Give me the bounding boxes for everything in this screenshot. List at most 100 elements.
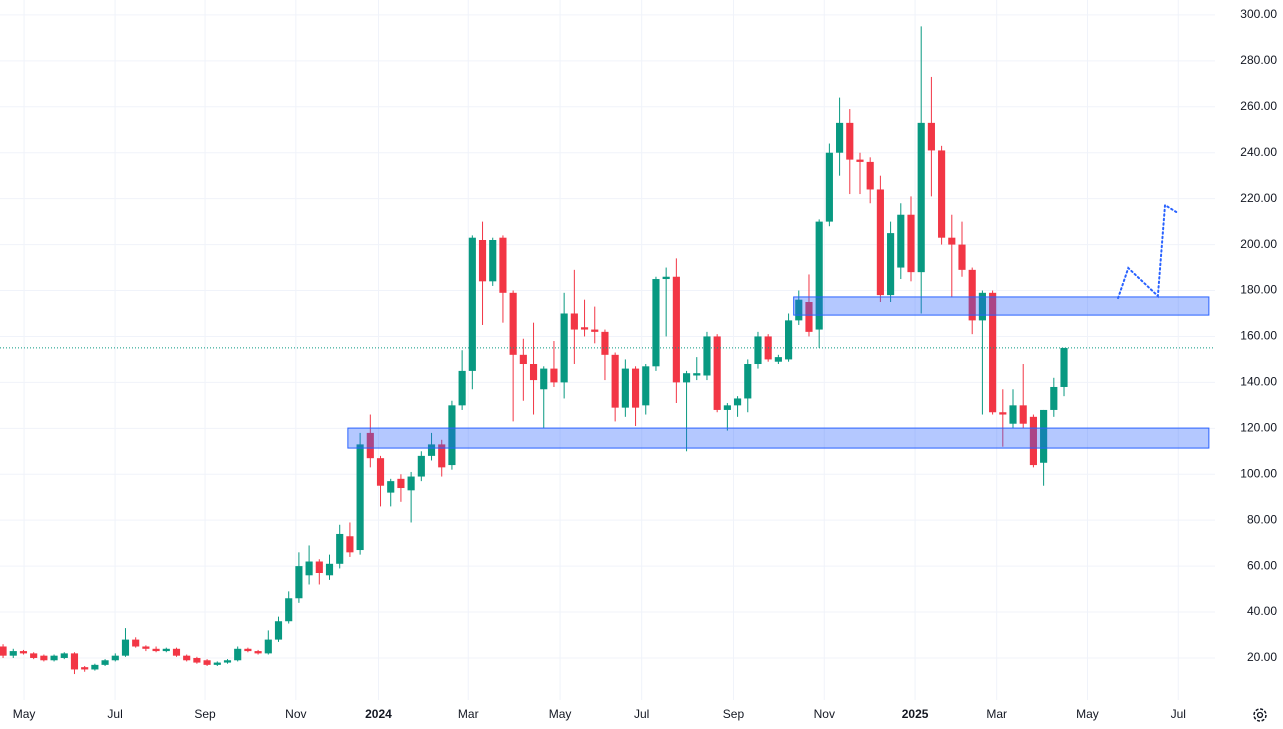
candle-body (897, 214, 905, 268)
candle-body (325, 563, 334, 576)
candle-body (285, 598, 293, 622)
y-tick-label: 60.00 (1247, 558, 1277, 572)
candle-body (509, 292, 517, 355)
x-tick-label: Jul (107, 707, 122, 721)
candle-body (427, 444, 436, 456)
candle-body (336, 533, 344, 564)
candle-body (774, 357, 782, 362)
candle-body (60, 653, 68, 658)
x-tick-label: Nov (814, 707, 835, 721)
candle-body (693, 373, 701, 376)
candle-body (0, 646, 7, 656)
candle-body (234, 648, 242, 661)
candle-body (142, 646, 150, 649)
y-tick-label: 200.00 (1240, 237, 1277, 251)
y-tick-label: 300.00 (1240, 7, 1277, 21)
settings-icon[interactable] (1253, 708, 1267, 722)
zone (793, 296, 1210, 316)
candle-body (1040, 409, 1048, 463)
candle-body (795, 299, 803, 321)
candle-body (458, 370, 466, 406)
x-tick-label: Mar (458, 707, 479, 721)
candle-body (815, 221, 823, 330)
gear-outer[interactable] (1253, 708, 1267, 722)
y-tick-label: 20.00 (1247, 650, 1277, 664)
y-tick-label: 220.00 (1240, 191, 1277, 205)
candle-body (111, 655, 119, 661)
candle-body (172, 648, 181, 656)
candle-body (478, 239, 487, 282)
candle-body (907, 214, 915, 273)
candle-body (550, 368, 558, 383)
x-tick-label: 2025 (902, 707, 929, 721)
candle-body (958, 244, 966, 270)
candle-body (723, 405, 731, 410)
candle-body (876, 189, 884, 296)
candle-body (101, 660, 109, 665)
candle-body (989, 292, 997, 413)
candle-body (1050, 386, 1058, 410)
candle-body (733, 398, 742, 406)
x-tick-label: Nov (285, 707, 306, 721)
x-tick-label: 2024 (365, 707, 392, 721)
x-tick-label: Jul (634, 707, 649, 721)
candle-body (489, 239, 497, 282)
candle-body (305, 561, 313, 576)
y-tick-label: 260.00 (1240, 99, 1277, 113)
candle-body (754, 336, 762, 365)
candle-body (682, 373, 691, 383)
candle-body (397, 478, 405, 489)
candle-body (132, 639, 140, 647)
candle-body (203, 660, 211, 665)
candle-body (1009, 405, 1017, 424)
candle-body (601, 331, 609, 355)
candle-body (448, 405, 456, 466)
candle-body (30, 653, 38, 658)
candle-body (295, 566, 303, 599)
candle-body (121, 639, 130, 656)
candle-body (846, 122, 854, 160)
candle-body (407, 476, 415, 491)
candle-body (193, 657, 201, 663)
candle-body (917, 122, 925, 273)
x-tick-label: Jul (1171, 707, 1186, 721)
x-tick-label: Sep (723, 707, 745, 721)
candle-body (213, 662, 221, 665)
plot-area (0, 26, 1215, 675)
projection-path (1117, 203, 1178, 300)
candle-body (264, 639, 272, 654)
candle-body (999, 412, 1007, 415)
candle-body (968, 269, 976, 321)
candle-body (499, 237, 507, 293)
candle-body (866, 161, 874, 190)
candle-body (652, 279, 660, 367)
candle-body (274, 621, 283, 640)
candle-body (948, 237, 956, 245)
candle-body (438, 444, 446, 468)
candle-body (744, 364, 752, 399)
candle-body (254, 651, 262, 654)
candle-body (346, 536, 354, 553)
candle-body (1029, 416, 1037, 466)
candle-body (529, 364, 538, 381)
candle-body (81, 667, 89, 670)
y-tick-label: 280.00 (1240, 53, 1277, 67)
x-tick-label: May (1076, 707, 1099, 721)
candle-body (91, 664, 99, 670)
candle-body (978, 292, 986, 321)
y-tick-label: 120.00 (1240, 420, 1277, 434)
candle-body (927, 122, 935, 151)
candle-body (631, 368, 640, 408)
gear-inner[interactable] (1256, 711, 1264, 719)
y-tick-label: 40.00 (1247, 604, 1277, 618)
candle-body (417, 455, 425, 477)
candle-body (519, 354, 527, 365)
candle-body (356, 444, 364, 551)
candle-body (162, 648, 170, 652)
candle-body (152, 648, 160, 652)
candle-body (642, 366, 650, 406)
candle-body (703, 336, 711, 376)
candle-body (611, 354, 619, 408)
candle-body (1019, 405, 1027, 424)
